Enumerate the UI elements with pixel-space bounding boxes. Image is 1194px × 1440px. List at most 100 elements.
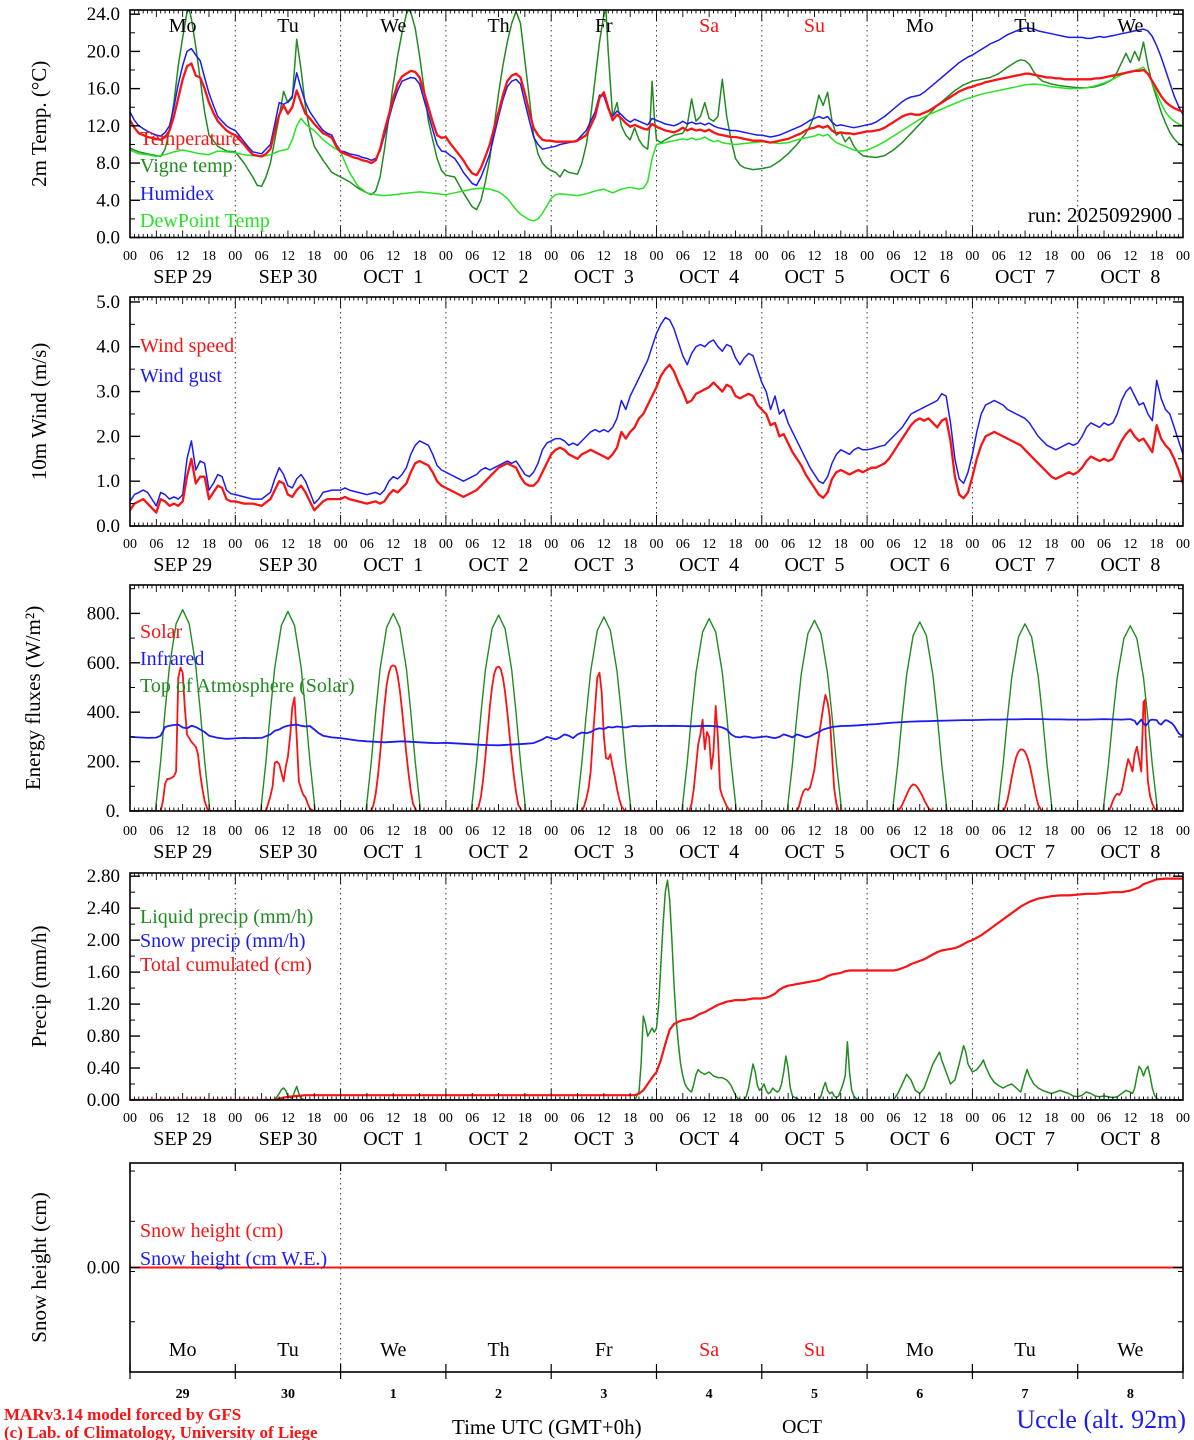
svg-text:Infrared: Infrared [140, 648, 204, 670]
svg-text:00: 00 [860, 824, 874, 839]
svg-text:12: 12 [281, 537, 295, 552]
svg-text:12: 12 [492, 824, 506, 839]
svg-text:06: 06 [1097, 249, 1111, 264]
svg-text:12: 12 [1123, 1111, 1137, 1126]
svg-text:00: 00 [650, 537, 664, 552]
svg-text:12: 12 [1018, 824, 1032, 839]
svg-text:12: 12 [1123, 824, 1137, 839]
svg-text:OCT 5: OCT 5 [784, 1128, 844, 1150]
panel-wind: 0.0 1.0 2.0 3.0 4.0 5.0 00 06 12 18 00 06 12 18 00 06 12… [27, 292, 1190, 576]
svg-text:18: 18 [413, 249, 427, 264]
svg-text:30: 30 [281, 1387, 295, 1402]
svg-text:Mo: Mo [906, 15, 934, 37]
svg-text:06: 06 [149, 249, 163, 264]
svg-text:18: 18 [728, 249, 742, 264]
svg-text:Th: Th [487, 15, 509, 37]
svg-text:18: 18 [623, 537, 637, 552]
svg-text:OCT 3: OCT 3 [574, 554, 634, 576]
svg-text:06: 06 [781, 537, 795, 552]
svg-text:18: 18 [728, 1111, 742, 1126]
svg-text:8.0: 8.0 [96, 153, 120, 174]
svg-text:00: 00 [334, 824, 348, 839]
svg-text:5.0: 5.0 [96, 292, 120, 313]
svg-text:OCT 5: OCT 5 [784, 554, 844, 576]
svg-text:12: 12 [176, 824, 190, 839]
svg-text:18: 18 [939, 537, 953, 552]
svg-text:24.0: 24.0 [87, 4, 120, 25]
svg-text:18: 18 [413, 824, 427, 839]
svg-text:OCT 1: OCT 1 [363, 1128, 423, 1150]
svg-text:Mo: Mo [169, 1339, 197, 1361]
svg-text:12: 12 [702, 537, 716, 552]
svg-text:OCT 7: OCT 7 [995, 554, 1055, 576]
run-label: run: 2025092900 [1027, 203, 1172, 227]
svg-text:0.00: 0.00 [87, 1090, 120, 1111]
svg-text:1.60: 1.60 [87, 962, 120, 983]
series-temperature [130, 62, 1183, 177]
svg-text:12: 12 [913, 537, 927, 552]
svg-text:12: 12 [386, 537, 400, 552]
svg-text:00: 00 [544, 824, 558, 839]
svg-text:Top of Atmosphere (Solar): Top of Atmosphere (Solar) [140, 675, 355, 697]
svg-text:5: 5 [811, 1387, 818, 1402]
svg-text:0.0: 0.0 [96, 516, 120, 537]
svg-text:We: We [380, 15, 406, 37]
svg-text:OCT 2: OCT 2 [469, 554, 529, 576]
svg-text:06: 06 [255, 1111, 269, 1126]
svg-text:18: 18 [728, 537, 742, 552]
svg-text:00: 00 [123, 824, 137, 839]
svg-text:18: 18 [939, 249, 953, 264]
svg-text:00: 00 [650, 824, 664, 839]
svg-text:7: 7 [1022, 1387, 1029, 1402]
svg-text:12: 12 [597, 537, 611, 552]
svg-text:18: 18 [834, 249, 848, 264]
svg-text:00: 00 [544, 537, 558, 552]
svg-text:18: 18 [1150, 824, 1164, 839]
svg-text:2m Temp. (°C): 2m Temp. (°C) [27, 61, 51, 187]
svg-text:06: 06 [255, 537, 269, 552]
svg-text:OCT 5: OCT 5 [784, 266, 844, 288]
svg-text:06: 06 [781, 249, 795, 264]
svg-text:12: 12 [281, 249, 295, 264]
svg-text:06: 06 [1097, 537, 1111, 552]
svg-text:18: 18 [518, 824, 532, 839]
svg-text:SEP 29: SEP 29 [153, 266, 212, 288]
svg-text:18: 18 [834, 824, 848, 839]
svg-text:06: 06 [676, 537, 690, 552]
svg-text:Sa: Sa [699, 1339, 719, 1361]
svg-text:06: 06 [992, 537, 1006, 552]
svg-text:00: 00 [439, 249, 453, 264]
svg-text:00: 00 [228, 824, 242, 839]
svg-text:12: 12 [807, 537, 821, 552]
svg-text:18: 18 [518, 249, 532, 264]
svg-text:12: 12 [1018, 249, 1032, 264]
svg-text:1.0: 1.0 [96, 471, 120, 492]
svg-text:00: 00 [334, 1111, 348, 1126]
svg-text:3.0: 3.0 [96, 382, 120, 403]
svg-text:06: 06 [571, 249, 585, 264]
series-wind-speed [130, 363, 1183, 514]
svg-text:Sa: Sa [699, 15, 719, 37]
svg-text:0.0: 0.0 [96, 228, 120, 249]
svg-text:OCT 4: OCT 4 [679, 266, 739, 288]
svg-text:06: 06 [465, 1111, 479, 1126]
svg-text:0.80: 0.80 [87, 1026, 120, 1047]
svg-text:OCT 2: OCT 2 [469, 841, 529, 863]
svg-text:12: 12 [1018, 537, 1032, 552]
svg-text:00: 00 [755, 537, 769, 552]
svg-text:4.0: 4.0 [96, 190, 120, 211]
svg-text:Wind gust: Wind gust [140, 365, 222, 387]
svg-text:Vigne temp: Vigne temp [140, 155, 233, 177]
svg-text:2.0: 2.0 [96, 426, 120, 447]
svg-text:OCT 5: OCT 5 [784, 841, 844, 863]
svg-text:18: 18 [202, 537, 216, 552]
svg-text:18: 18 [1044, 537, 1058, 552]
svg-text:18: 18 [413, 1111, 427, 1126]
station-label: Uccle (alt. 92m) [1016, 1405, 1186, 1434]
svg-text:06: 06 [886, 824, 900, 839]
svg-text:18: 18 [939, 824, 953, 839]
svg-text:SEP 30: SEP 30 [259, 1128, 318, 1150]
svg-text:OCT 6: OCT 6 [890, 1128, 950, 1150]
svg-text:18: 18 [307, 249, 321, 264]
